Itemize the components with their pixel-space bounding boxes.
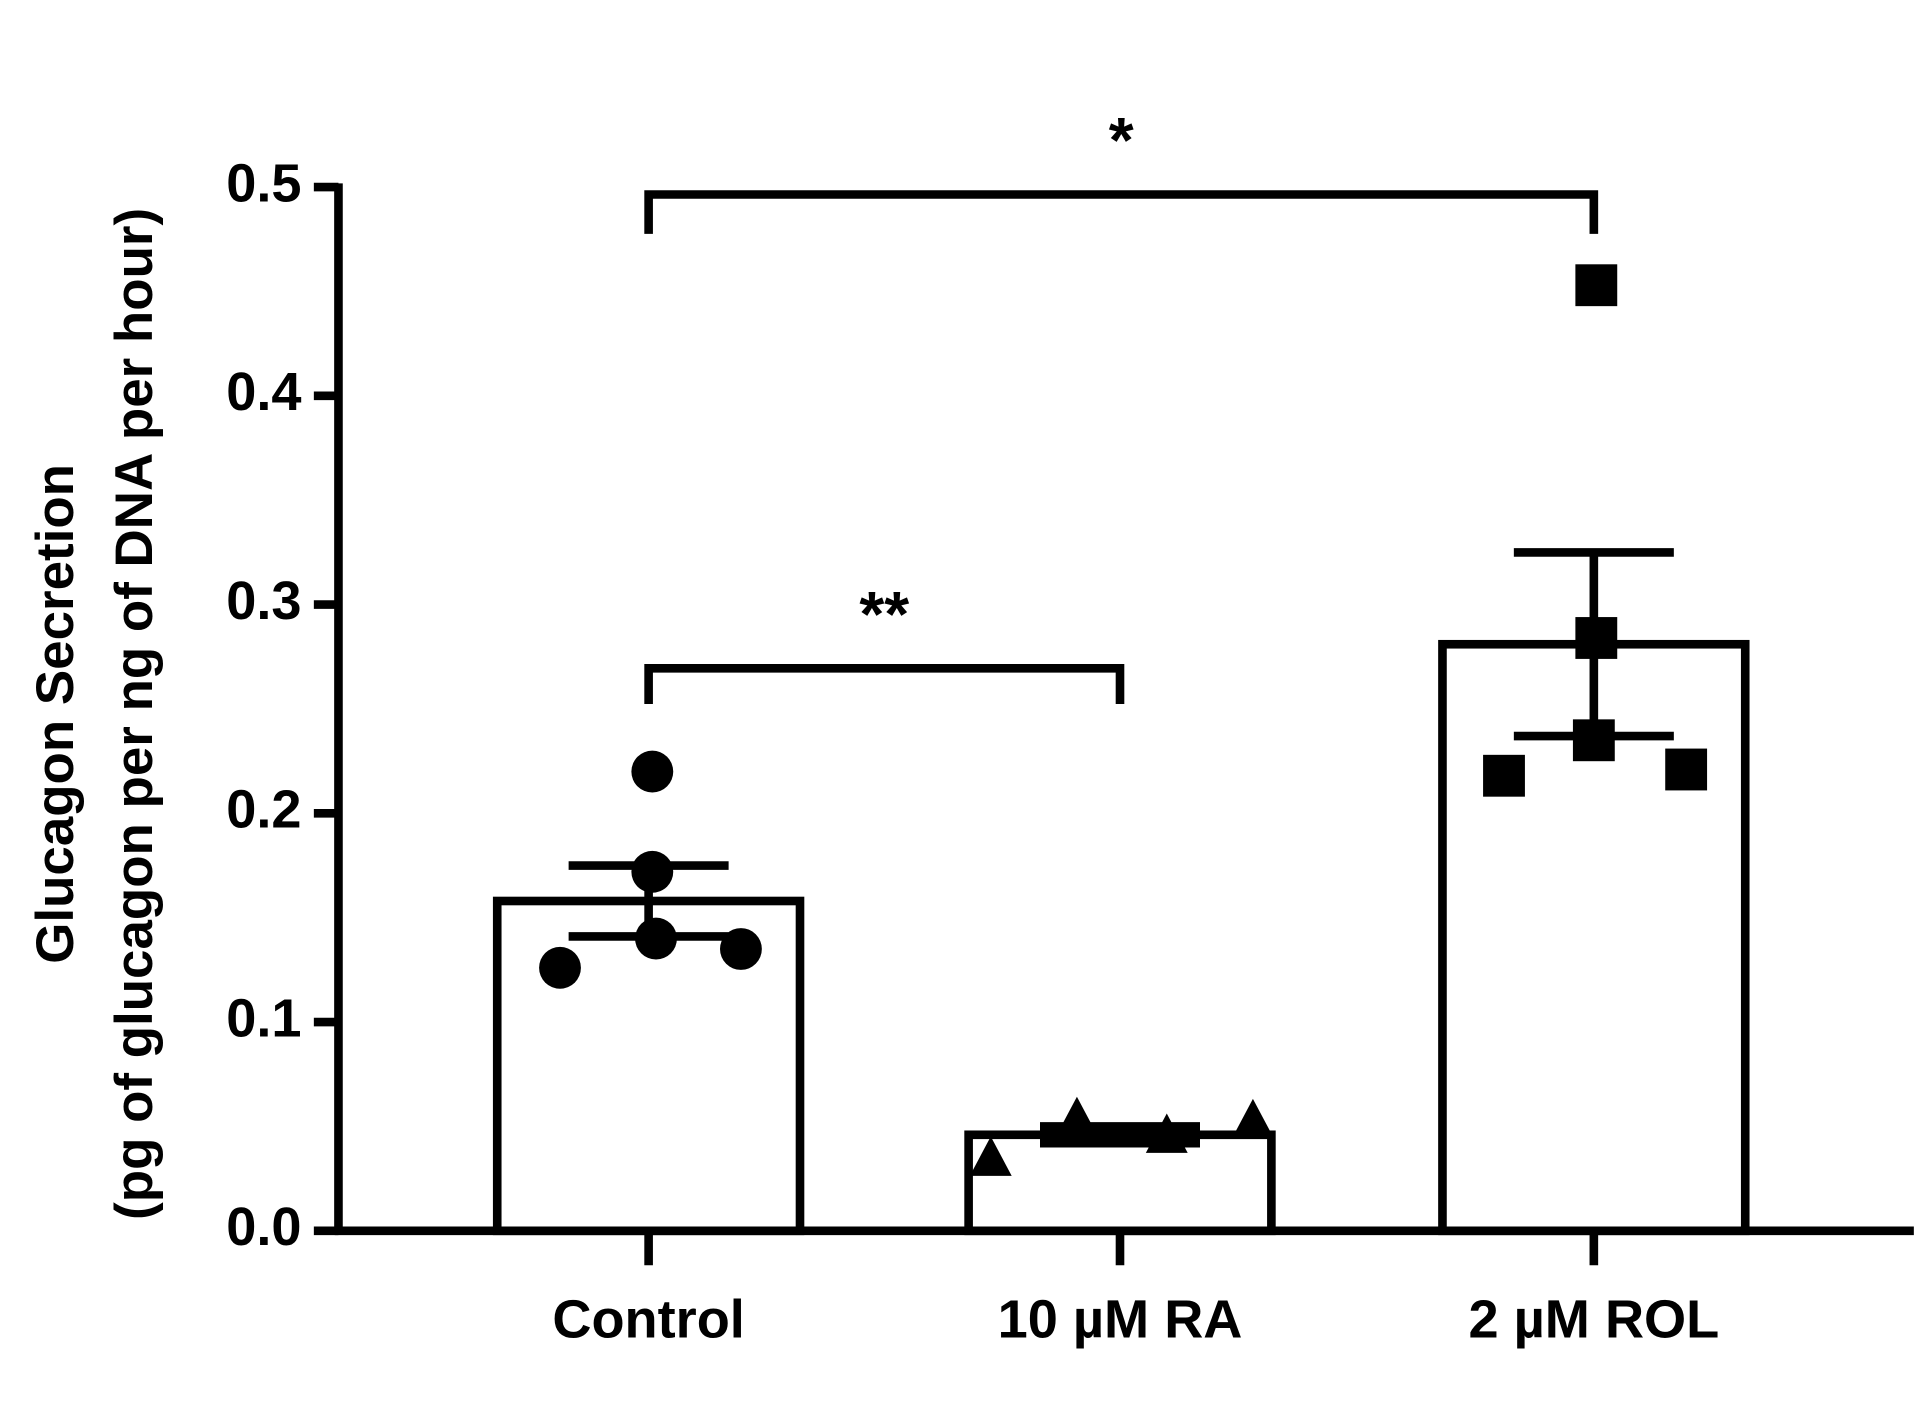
significance-bracket: [644, 664, 1125, 705]
y-tick-label: 0.0: [226, 1197, 301, 1257]
y-tick-label: 0.5: [226, 153, 301, 213]
significance-label: *: [1109, 104, 1134, 176]
y-tick-label: 0.4: [226, 362, 301, 422]
significance-label: **: [859, 578, 909, 650]
y-tick-label: 0.3: [226, 571, 301, 631]
data-point: [631, 750, 674, 793]
data-point: [1483, 754, 1525, 797]
y-tick-label: 0.2: [226, 780, 301, 840]
y-axis-title: Glucagon Secretion: [26, 464, 85, 964]
data-point: [969, 1136, 1012, 1176]
data-point: [539, 946, 581, 989]
x-tick-label: 10 µM RA: [998, 1289, 1243, 1349]
y-tick-label: 0.1: [226, 988, 301, 1048]
data-point: [1665, 748, 1708, 791]
bar: [964, 1130, 1276, 1236]
data-point: [1575, 264, 1618, 307]
data-point: [720, 928, 762, 970]
data-point: [1232, 1098, 1274, 1139]
x-tick-label: 2 µM ROL: [1468, 1289, 1719, 1349]
significance-bracket: [644, 190, 1599, 234]
y-axis-subtitle: (pg of glucagon per ng of DNA per hour): [105, 208, 164, 1220]
x-tick-label: Control: [552, 1289, 744, 1349]
